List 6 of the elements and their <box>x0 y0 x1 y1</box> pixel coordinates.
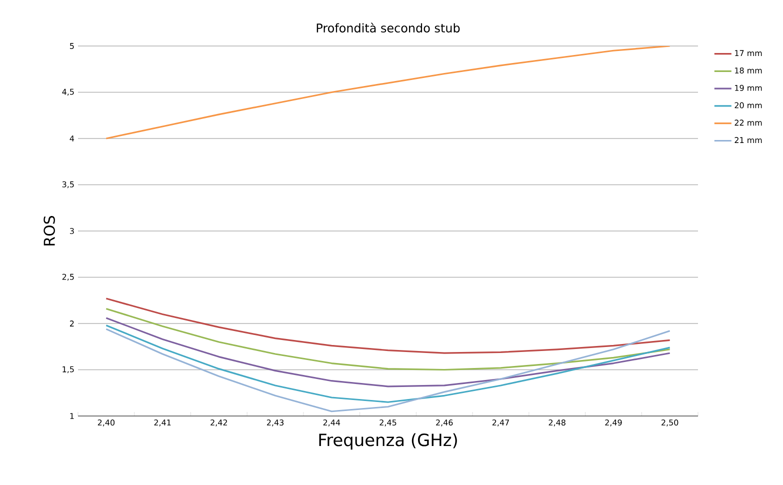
line-series <box>105 317 671 388</box>
line-series <box>105 308 671 371</box>
chart-title: Profondità secondo stub <box>316 22 460 32</box>
line-series <box>105 298 671 354</box>
x-axis-title: Frequenza (GHz) <box>319 433 457 450</box>
y-axis-title: ROS <box>44 216 55 246</box>
